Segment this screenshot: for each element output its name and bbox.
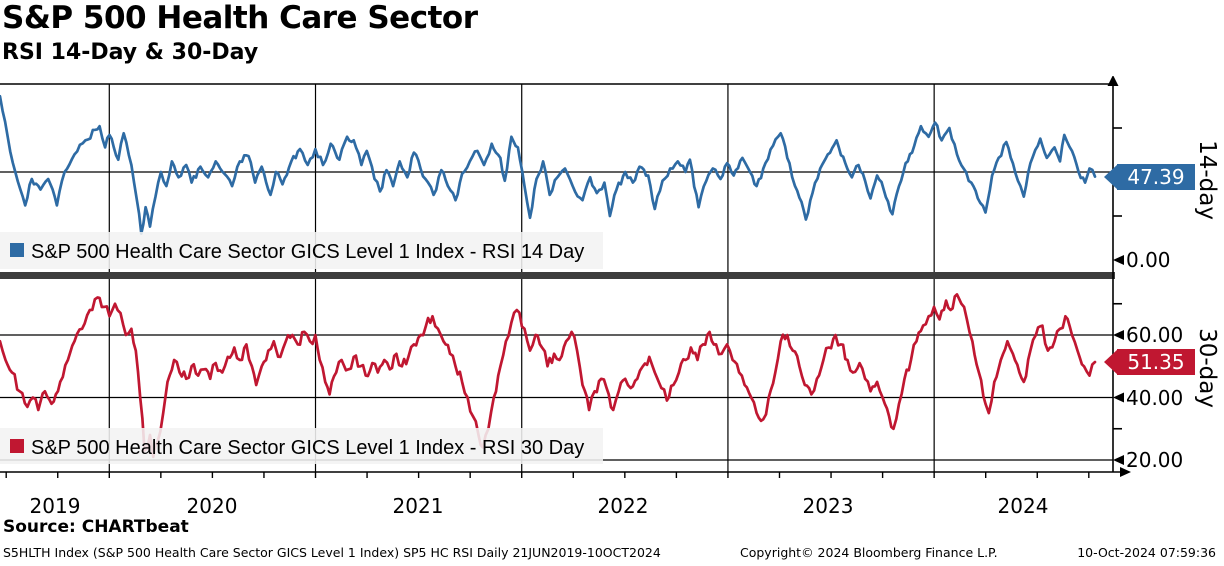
last-value-badge-rsi30: 51.35 xyxy=(1104,349,1195,375)
footer-ticker-info: S5HLTH Index (S&P 500 Health Care Sector… xyxy=(3,545,661,560)
year-label-2024: 2024 xyxy=(998,494,1049,518)
x-axis-arrow-icon xyxy=(1120,467,1131,477)
tick-arrow-icon xyxy=(1113,392,1124,403)
rsi-chart: S&P 500 Health Care Sector GICS Level 1 … xyxy=(0,76,1220,518)
side-label-14day: 14-day xyxy=(1194,140,1220,220)
last-value-rsi14: 47.39 xyxy=(1127,165,1184,189)
legend-swatch-rsi30 xyxy=(10,439,24,453)
rsi30-series-line xyxy=(0,293,1097,459)
series-lines xyxy=(0,94,1097,459)
page-title: S&P 500 Health Care Sector xyxy=(2,0,478,36)
footer: S5HLTH Index (S&P 500 Health Care Sector… xyxy=(0,545,1224,565)
axis-label-20: 20.00 xyxy=(1126,448,1183,472)
side-label-30day: 30-day xyxy=(1194,328,1220,408)
year-label-2023: 2023 xyxy=(803,494,854,518)
y-axis-arrow-icon xyxy=(1107,76,1119,86)
tick-arrow-icon xyxy=(1113,455,1124,465)
source-label: Source: CHARTbeat xyxy=(3,517,189,537)
year-label-2020: 2020 xyxy=(187,494,238,518)
last-value-rsi30: 51.35 xyxy=(1127,350,1184,374)
footer-copyright: Copyright© 2024 Bloomberg Finance L.P. xyxy=(740,545,998,560)
legend-band-rsi30 xyxy=(0,428,603,464)
panel-divider xyxy=(0,272,1115,279)
axis-label-60: 60.00 xyxy=(1126,323,1183,347)
page-subtitle: RSI 14-Day & 30-Day xyxy=(2,40,259,65)
rsi14-series-line xyxy=(0,94,1097,235)
year-label-2021: 2021 xyxy=(393,494,444,518)
legend-label-rsi14: S&P 500 Health Care Sector GICS Level 1 … xyxy=(31,241,584,263)
axis-label-0: 0.00 xyxy=(1126,248,1171,272)
year-label-2019: 2019 xyxy=(30,494,81,518)
tick-arrow-icon xyxy=(1113,330,1124,340)
axis-label-40: 40.00 xyxy=(1126,386,1183,410)
last-value-badge-rsi14: 47.39 xyxy=(1104,164,1195,190)
legend-swatch-rsi14 xyxy=(10,243,24,257)
axis-ticks xyxy=(5,127,1124,478)
year-label-2022: 2022 xyxy=(598,494,649,518)
tick-arrow-icon xyxy=(1113,255,1124,265)
footer-timestamp: 10-Oct-2024 07:59:36 xyxy=(1077,545,1216,560)
legend-label-rsi30: S&P 500 Health Care Sector GICS Level 1 … xyxy=(31,437,584,459)
legend-band-rsi14 xyxy=(0,232,603,269)
